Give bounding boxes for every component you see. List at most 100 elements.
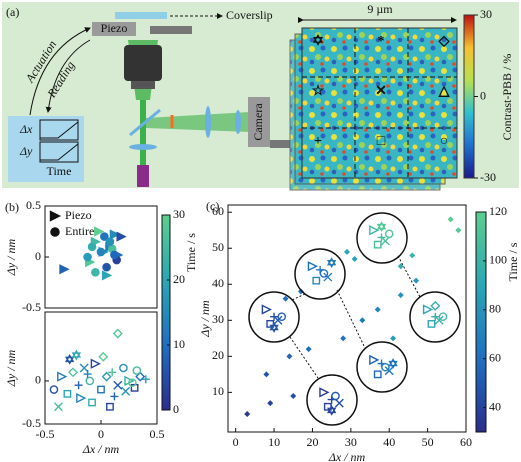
marker: [106, 238, 113, 245]
colorbar: [162, 215, 170, 410]
y-tick-label: 0: [35, 373, 41, 387]
marker: [307, 347, 311, 351]
plot-area: [45, 206, 157, 308]
y-tick-label: 60: [212, 204, 224, 218]
colorbar-tick-label: 30: [173, 207, 185, 221]
x-tick-label: 60: [460, 435, 472, 449]
x-tick-label: 40: [383, 435, 395, 449]
marker: [353, 257, 357, 261]
marker: [284, 297, 288, 301]
beam: [140, 100, 146, 175]
y-tick-label: 40: [212, 276, 224, 290]
x-tick-label: -0.5: [36, 427, 55, 441]
x-tick-label: 10: [268, 435, 280, 449]
marker: [345, 250, 349, 254]
x-tick-label: 0: [98, 427, 104, 441]
colorbar-tick-label: 80: [489, 302, 501, 316]
map-symbol: *: [378, 34, 385, 49]
colorbar-label: Time / s: [184, 233, 198, 272]
colorbar-tick-label: 120: [489, 204, 507, 218]
y-tick-label: 0.5: [26, 198, 41, 212]
y-tick-label: 10: [212, 384, 224, 398]
legend-label: Piezo: [65, 208, 92, 222]
colorbar-label: Contrast-PBB / %: [500, 54, 514, 141]
marker: [341, 336, 345, 340]
map-symbol: ○: [440, 134, 448, 149]
marker: [245, 412, 249, 416]
graph-dx: Δx: [19, 122, 33, 136]
lens: [235, 110, 241, 134]
map-symbol: □: [377, 134, 386, 149]
map-symbol: ◇: [438, 34, 451, 49]
legend-label: Entire: [65, 224, 94, 238]
marker: [51, 228, 59, 236]
marker: [268, 401, 272, 405]
colorbar-tick-label: 40: [489, 399, 501, 413]
lens: [129, 144, 157, 150]
marker: [410, 253, 414, 257]
scale-label: 9 µm: [367, 2, 393, 16]
map-symbol: ✡: [312, 34, 324, 49]
objective: [124, 45, 162, 81]
marker: [376, 307, 380, 311]
colorbar-tick-label: 100: [489, 253, 507, 267]
marker: [291, 394, 295, 398]
y-axis-label: Δy / nm: [4, 349, 18, 387]
y-tick-label: -0.5: [22, 300, 41, 314]
piezo-label: Piezo: [101, 21, 128, 35]
marker: [287, 354, 291, 358]
marker: [399, 264, 403, 268]
marker: [103, 264, 110, 271]
coverslip-shape: [115, 12, 167, 19]
camera-base: [270, 140, 290, 148]
map-symbol: △: [438, 84, 451, 99]
colorbar: [476, 212, 486, 432]
stage: [150, 26, 192, 34]
panel-label: (b): [5, 200, 19, 214]
colorbar-tick-label: 30: [480, 7, 492, 21]
marker: [111, 251, 118, 258]
figure: (a) Piezo Coverslip Camera Actuation Rea…: [0, 0, 521, 462]
marker: [88, 243, 95, 250]
plot-area: [228, 205, 466, 432]
x-tick-label: 50: [422, 435, 434, 449]
marker: [264, 372, 268, 376]
colorbar-tick-label: 60: [489, 350, 501, 364]
colorbar-tick-label: 0: [480, 88, 486, 102]
x-tick-label: 0: [233, 435, 239, 449]
colorbar-label: Time / s: [506, 242, 520, 281]
x-tick-label: 0.5: [150, 427, 165, 441]
y-axis-label: Δy / nm: [4, 238, 18, 276]
marker: [84, 253, 91, 260]
map-symbol: ✕: [375, 84, 387, 99]
y-tick-label: 30: [212, 312, 224, 326]
x-axis-label: Δx / nm: [82, 442, 120, 456]
marker: [97, 248, 104, 255]
objective-tip: [131, 81, 155, 89]
x-tick-label: 20: [306, 435, 318, 449]
map-symbol: ☆: [312, 83, 325, 99]
x-tick-label: 30: [345, 435, 357, 449]
graph-time: Time: [47, 164, 72, 178]
coverslip-label: Coverslip: [226, 8, 273, 22]
y-tick-label: 20: [212, 348, 224, 362]
y-tick-label: 50: [212, 240, 224, 254]
colorbar-tick-label: -30: [480, 170, 496, 184]
map: [302, 28, 457, 178]
lens: [205, 106, 211, 138]
y-axis-label: Δy / nm: [198, 300, 212, 338]
panel-label: (a): [6, 5, 19, 19]
colorbar-tick-label: 20: [173, 272, 185, 286]
light-source: [137, 165, 149, 187]
marker: [449, 217, 453, 221]
y-tick-label: 0: [35, 249, 41, 263]
marker: [92, 269, 99, 276]
map-symbol: +: [314, 134, 322, 149]
colorbar-tick-label: 10: [173, 337, 185, 351]
camera-label: Camera: [251, 103, 265, 141]
colorbar: [464, 15, 474, 178]
marker: [360, 318, 364, 322]
graph-dy: Δy: [19, 144, 33, 158]
colorbar-tick-label: 0: [173, 402, 179, 416]
marker: [399, 293, 403, 297]
